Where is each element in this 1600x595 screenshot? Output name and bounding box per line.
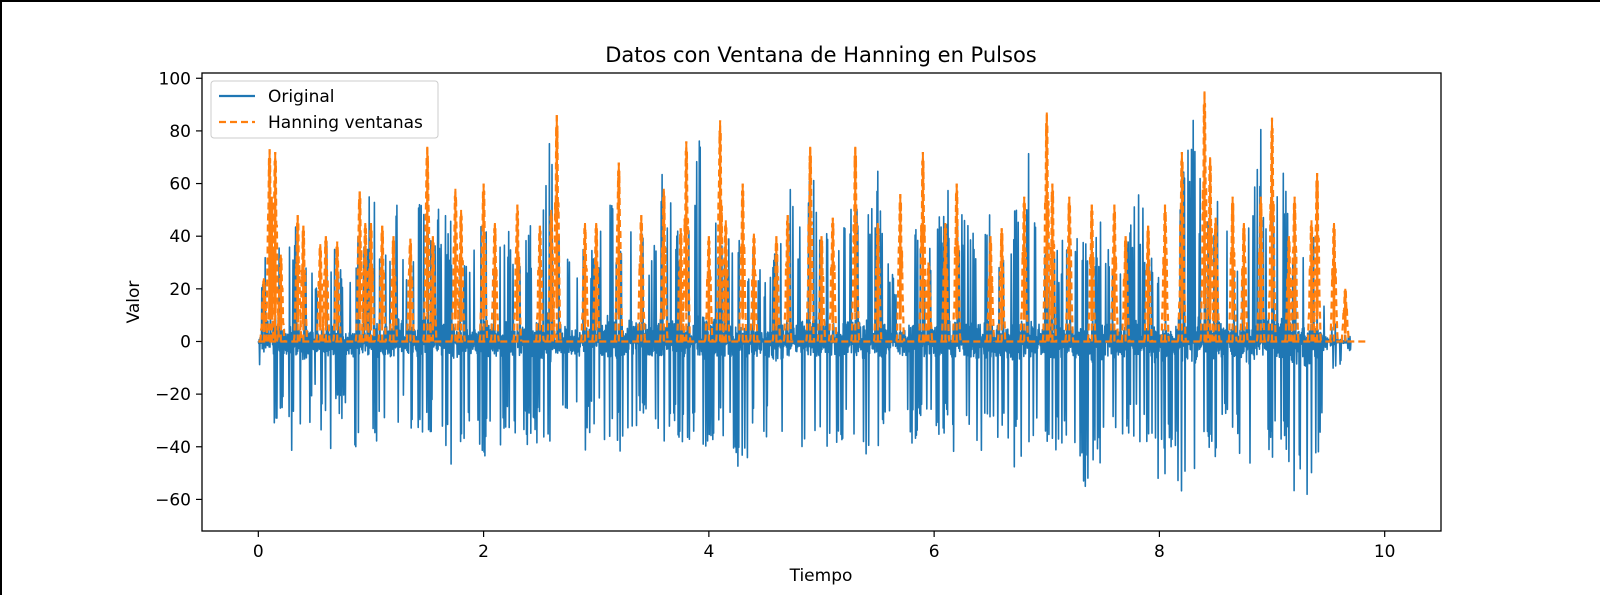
x-tick-label: 0 <box>253 542 264 562</box>
plot-area <box>257 91 1368 496</box>
y-tick-label: −60 <box>155 490 191 510</box>
x-axis-label: Tiempo <box>789 566 853 586</box>
legend-label-hanning: Hanning ventanas <box>268 113 423 133</box>
chart-title: Datos con Ventana de Hanning en Pulsos <box>605 43 1036 67</box>
y-tick-label: −20 <box>155 385 191 405</box>
y-tick-label: 80 <box>169 122 191 142</box>
x-tick-label: 10 <box>1374 542 1396 562</box>
series-hanning-peaks <box>262 91 1347 334</box>
x-tick-label: 6 <box>929 542 940 562</box>
x-tick-label: 2 <box>478 542 489 562</box>
y-tick-label: 60 <box>169 175 191 195</box>
y-tick-label: −40 <box>155 438 191 458</box>
x-tick-label: 4 <box>703 542 714 562</box>
y-tick-label: 40 <box>169 227 191 247</box>
legend-box <box>210 80 439 139</box>
y-tick-label: 20 <box>169 280 191 300</box>
y-axis: −60 −40 −20 0 20 40 60 80 100 <box>155 69 202 510</box>
legend: Original Hanning ventanas <box>210 80 439 139</box>
legend-label-original: Original <box>268 87 335 107</box>
y-axis-label: Valor <box>124 281 144 324</box>
x-tick-label: 8 <box>1154 542 1165 562</box>
y-tick-label: 0 <box>180 332 191 352</box>
y-tick-label: 100 <box>159 69 191 89</box>
series-original-line <box>257 119 1352 496</box>
x-axis: 0 2 4 6 8 10 <box>253 531 1396 562</box>
plot-frame <box>201 72 1442 532</box>
